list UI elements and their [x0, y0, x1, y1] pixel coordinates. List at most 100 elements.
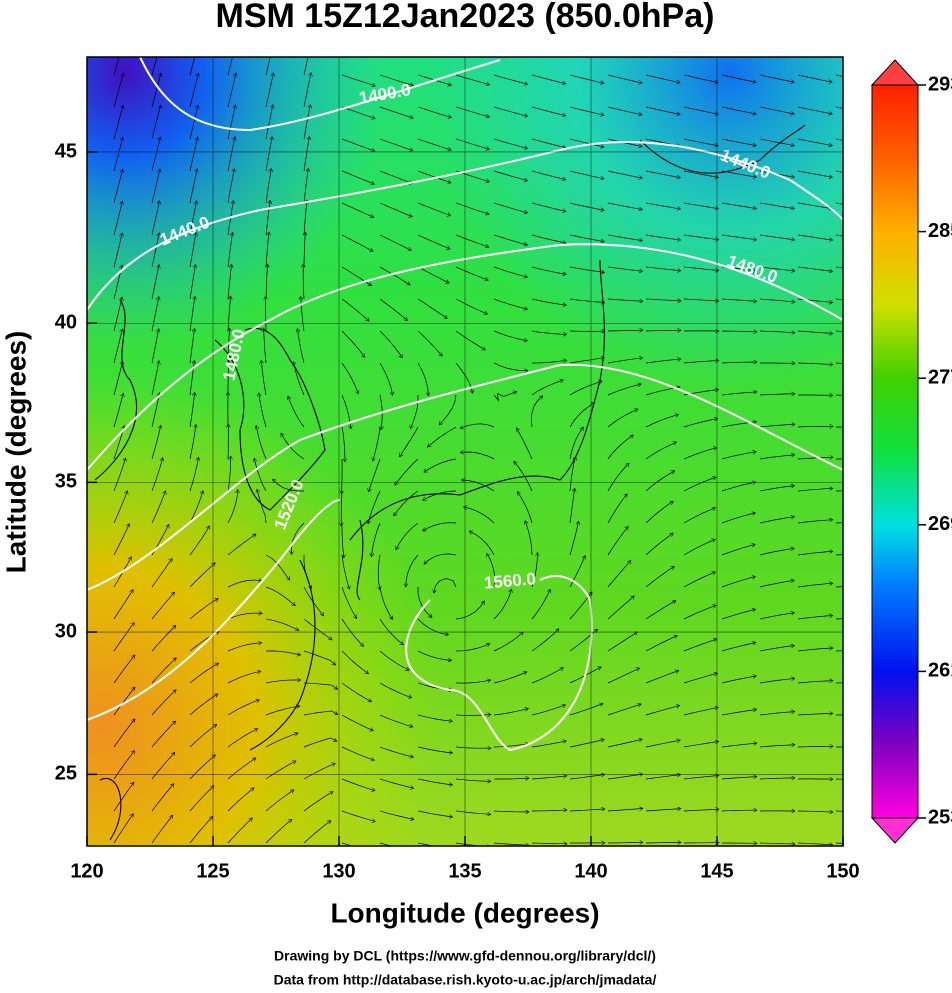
streamline — [531, 553, 538, 588]
streamline — [493, 74, 528, 84]
streamline — [410, 394, 419, 429]
streamline — [341, 362, 358, 394]
streamline — [797, 843, 833, 845]
streamline — [721, 743, 757, 748]
streamline — [835, 106, 843, 109]
streamline — [797, 363, 833, 365]
streamline — [683, 74, 718, 83]
streamline — [460, 452, 495, 460]
streamline — [341, 714, 373, 731]
streamline — [293, 362, 305, 396]
streamline — [835, 426, 843, 428]
streamline — [189, 392, 195, 428]
streamline — [797, 138, 832, 146]
streamline — [645, 266, 681, 271]
streamline — [373, 426, 381, 461]
streamline — [257, 489, 267, 524]
streamline — [417, 202, 451, 216]
streamline — [455, 747, 491, 748]
streamline — [379, 650, 409, 670]
streamline — [303, 710, 338, 716]
streamline — [265, 137, 272, 172]
streamline — [151, 425, 161, 460]
streamline — [531, 74, 566, 84]
streamline — [607, 234, 643, 241]
streamline — [721, 810, 757, 811]
streamline — [227, 818, 252, 844]
streamline — [493, 266, 528, 277]
streamline — [379, 202, 412, 217]
streamline — [721, 676, 756, 684]
streamline — [417, 138, 451, 150]
streamline — [303, 555, 311, 589]
streamline — [835, 74, 843, 77]
streamline — [417, 778, 453, 785]
streamline — [417, 298, 447, 318]
streamline — [379, 362, 393, 395]
streamline — [455, 138, 489, 149]
streamline — [379, 298, 408, 321]
streamline — [835, 138, 843, 141]
streamline — [531, 298, 566, 305]
streamline — [569, 457, 576, 492]
x-tick-label: 130 — [322, 860, 355, 882]
colorbar-tick-label: 277 — [928, 366, 952, 388]
streamline — [113, 491, 128, 524]
streamline — [151, 625, 176, 652]
streamline — [835, 650, 843, 652]
streamline — [113, 623, 134, 652]
streamline — [417, 842, 436, 846]
streamline — [303, 200, 307, 236]
streamline — [797, 520, 833, 524]
streamline — [341, 298, 369, 321]
streamline — [759, 745, 795, 748]
streamline — [516, 428, 533, 460]
streamline — [493, 362, 528, 371]
streamline — [493, 811, 529, 812]
streamline — [569, 521, 579, 556]
streamline — [228, 328, 230, 364]
streamline — [721, 513, 756, 524]
streamline — [151, 361, 159, 396]
streamline — [379, 778, 414, 788]
streamline — [797, 266, 833, 271]
streamline — [151, 137, 160, 172]
streamline — [607, 632, 637, 652]
colorbar-tick-label: 285 — [928, 220, 952, 242]
streamline — [569, 403, 595, 428]
streamline — [455, 778, 491, 781]
streamline — [835, 810, 843, 812]
streamline — [569, 739, 604, 748]
streamline — [265, 733, 298, 748]
streamline — [417, 810, 453, 817]
streamline — [469, 531, 495, 556]
streamline — [759, 548, 794, 556]
streamline — [569, 234, 604, 242]
colorbar-extend-low — [870, 817, 920, 844]
streamline — [227, 580, 262, 588]
streamline — [455, 298, 488, 314]
streamline — [379, 266, 410, 286]
streamline — [493, 672, 527, 684]
streamline — [569, 427, 583, 460]
streamline — [281, 433, 305, 460]
y-tick-label: 45 — [55, 140, 77, 162]
streamline — [378, 554, 380, 590]
streamline — [113, 105, 123, 140]
streamline — [531, 106, 566, 116]
streamline — [683, 234, 719, 240]
streamline — [683, 742, 719, 748]
streamline — [797, 488, 833, 492]
streamline — [531, 138, 566, 148]
streamline — [254, 458, 267, 492]
streamline — [721, 392, 757, 396]
streamline — [759, 843, 795, 844]
streamline — [645, 106, 680, 115]
streamline — [645, 533, 673, 556]
streamline — [645, 705, 680, 716]
x-tick-label: 150 — [826, 860, 859, 882]
streamline — [835, 586, 843, 588]
streamline — [759, 455, 795, 460]
streamline — [493, 202, 528, 213]
streamline — [151, 265, 159, 300]
